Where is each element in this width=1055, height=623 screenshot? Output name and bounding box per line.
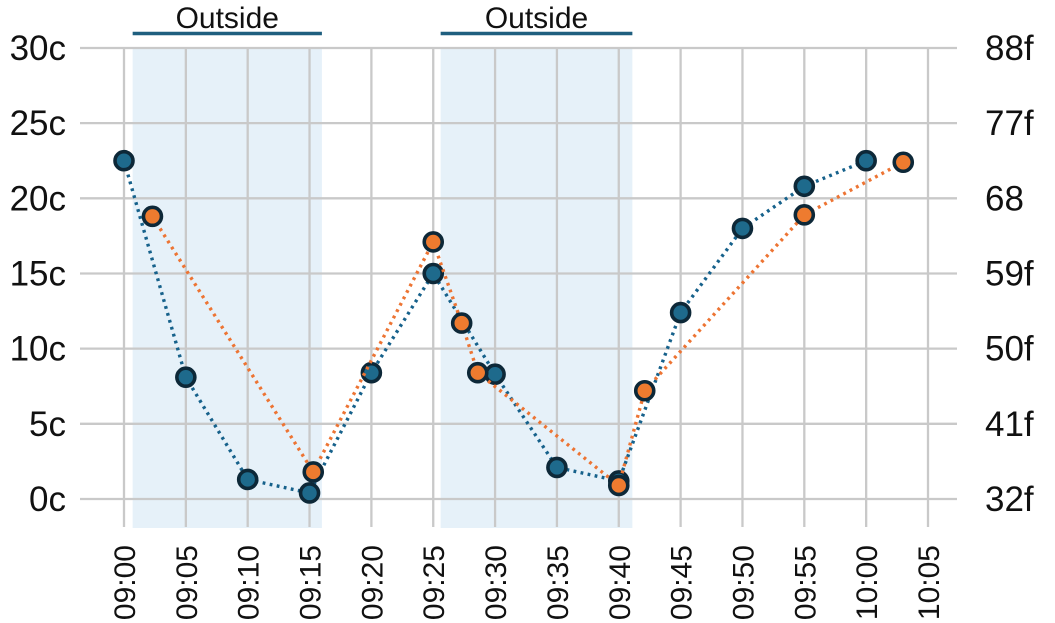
series_orange-marker [450, 312, 473, 334]
series_blue-marker [298, 482, 321, 504]
series_blue-marker [793, 175, 816, 198]
y-axis-label-left: 25c [10, 104, 66, 143]
series_blue-marker [422, 262, 445, 285]
series_orange-marker [466, 361, 489, 384]
series_orange-marker [302, 461, 325, 483]
y-axis-label-left: 0c [29, 480, 66, 519]
y-axis-label-left: 20c [10, 179, 66, 218]
series_orange-marker [607, 474, 630, 497]
series_blue-marker [855, 149, 877, 172]
y-axis-label-right: 32f [985, 480, 1034, 519]
series_blue-marker [731, 217, 754, 240]
outside-label: Outside [485, 2, 588, 35]
x-axis-label: 09:15 [295, 545, 328, 620]
series_orange-marker [633, 379, 656, 402]
y-axis-label-right: 50f [985, 330, 1034, 369]
x-axis-label: 10:05 [913, 545, 946, 620]
x-axis-label: 09:55 [789, 545, 822, 620]
series_orange-marker [141, 205, 164, 228]
outside-band [132, 48, 322, 528]
y-axis-label-right: 41f [985, 405, 1034, 444]
y-axis-label-left: 30c [10, 29, 66, 68]
outside-band [440, 48, 633, 528]
x-axis-label: 09:30 [480, 545, 513, 620]
x-axis-label: 09:05 [171, 545, 204, 620]
x-axis-label: 10:00 [851, 545, 884, 620]
y-axis-label-left: 5c [29, 405, 66, 444]
series_orange-marker [793, 204, 816, 226]
series_blue-marker [360, 361, 383, 384]
series_blue-marker [175, 366, 197, 389]
series_orange-marker [892, 151, 915, 174]
x-axis-label: 09:45 [666, 545, 699, 620]
series_blue-marker [546, 456, 568, 479]
x-axis-label: 09:35 [542, 545, 575, 620]
x-axis-label: 09:20 [356, 545, 389, 620]
y-axis-label-right: 77f [985, 104, 1034, 143]
x-axis-label: 09:10 [233, 545, 266, 620]
x-axis-label: 09:00 [109, 545, 142, 620]
x-axis-label: 09:50 [727, 545, 760, 620]
y-axis-label-left: 10c [10, 330, 66, 369]
series_blue-marker [669, 301, 692, 324]
y-axis-label-left: 15c [10, 254, 66, 293]
outside-label: Outside [176, 2, 279, 35]
series_blue-marker [236, 468, 259, 491]
series_blue-marker [113, 149, 135, 172]
y-axis-label-right: 68 [985, 179, 1024, 218]
y-axis-label-right: 88f [985, 29, 1034, 68]
x-axis-label: 09:25 [418, 545, 451, 620]
series_orange-marker [422, 231, 445, 253]
y-axis-label-right: 59f [985, 254, 1034, 293]
x-axis-label: 09:40 [604, 545, 637, 620]
